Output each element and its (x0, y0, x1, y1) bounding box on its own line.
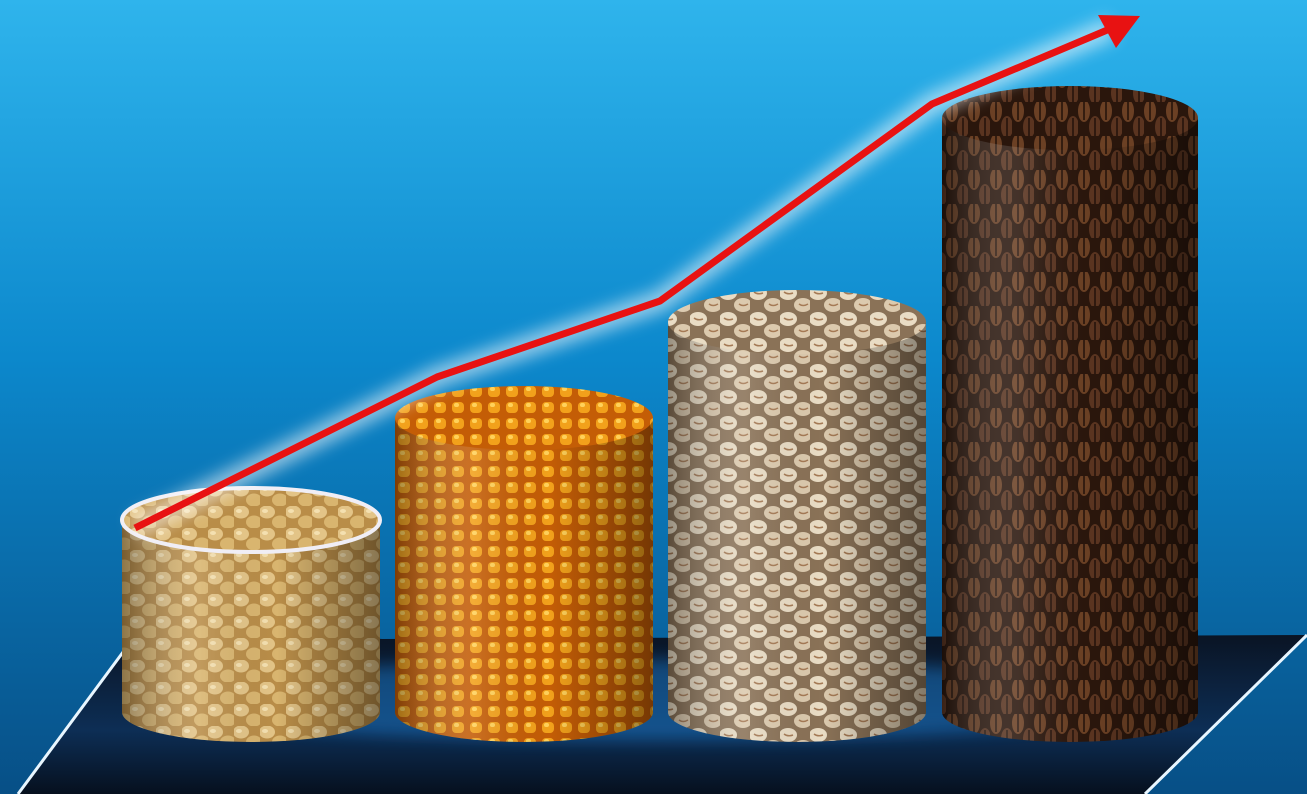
floor-edge (16, 639, 134, 794)
trend-arrow (133, 24, 1114, 532)
cylinder-soy (120, 486, 382, 742)
cylinder-coffee (942, 86, 1198, 742)
cylinder-beans (668, 290, 926, 742)
floor-edge (1143, 633, 1307, 794)
cylinder-corn (395, 386, 653, 742)
arrow-head (1098, 15, 1140, 48)
